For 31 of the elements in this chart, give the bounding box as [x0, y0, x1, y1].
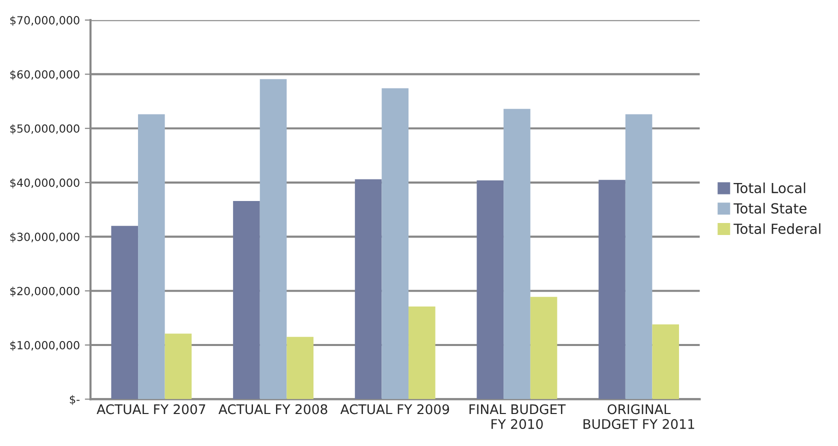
bar [286, 336, 314, 400]
bar [382, 88, 409, 400]
bar [354, 179, 382, 400]
y-tick-label: $70,000,000 [10, 16, 80, 26]
legend-label: Total Local [734, 182, 806, 194]
bar [652, 324, 680, 400]
x-tick-label: ORIGINAL BUDGET FY 2011 [584, 404, 694, 430]
y-tick-label: $20,000,000 [10, 286, 80, 297]
bar [260, 79, 287, 400]
bar [598, 180, 626, 400]
bar [233, 200, 260, 400]
x-tick-label: ACTUAL FY 2008 [218, 404, 328, 414]
x-tick-label: ACTUAL FY 2009 [340, 404, 450, 414]
bar [408, 306, 436, 400]
y-tick-label: $- [70, 394, 80, 406]
x-tick-label: ACTUAL FY 2007 [96, 404, 206, 414]
legend-label: Total Federal [734, 223, 820, 234]
bar [164, 334, 192, 400]
bar [476, 180, 504, 400]
bar [138, 114, 165, 400]
bar [530, 296, 558, 400]
y-tick-label: $60,000,000 [10, 70, 80, 80]
x-tick-label: FINAL BUDGET FY 2010 [470, 404, 566, 430]
bar [504, 108, 530, 400]
y-tick-label: $40,000,000 [10, 178, 80, 188]
bar [625, 114, 652, 400]
y-tick-label: $10,000,000 [10, 340, 80, 351]
bar [111, 226, 138, 400]
legend-label: Total State [734, 202, 806, 214]
y-tick-label: $30,000,000 [10, 232, 80, 243]
y-tick-label: $50,000,000 [10, 124, 80, 134]
